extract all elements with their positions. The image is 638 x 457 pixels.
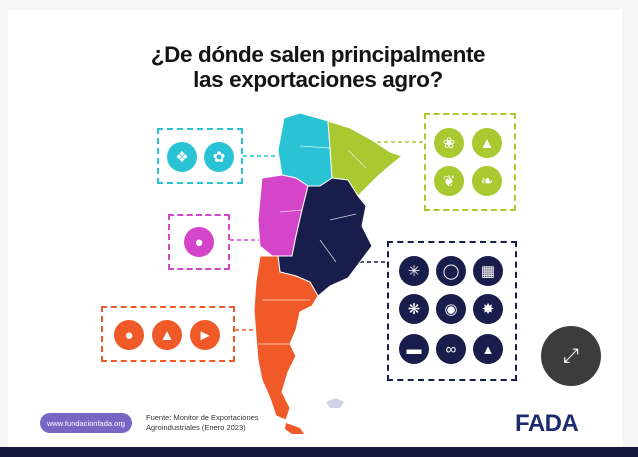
leaf-icon: ❀ <box>434 128 464 158</box>
region-center <box>277 177 373 297</box>
title-line-1: ¿De dónde salen principalmente <box>150 42 486 67</box>
cuyo-products-box <box>168 214 230 270</box>
northeast-products-box <box>424 113 516 211</box>
corn-icon: ▦ <box>473 256 503 286</box>
fish-icon: ► <box>190 320 220 350</box>
tea-leaf-icon: ❧ <box>472 166 502 196</box>
grapes-icon: ● <box>184 227 214 257</box>
region-patagonia <box>253 255 319 421</box>
source-line-2: Agroindustriales (Enero 2023) <box>146 422 246 432</box>
sunflower-icon: ✳ <box>399 256 429 286</box>
cotton-icon: ✿ <box>204 142 234 172</box>
tobacco-leaf-icon: ❦ <box>434 166 464 196</box>
wheat-icon: ❋ <box>399 294 429 324</box>
page-title: ¿De dónde salen principalmente las expor… <box>108 42 528 92</box>
title-line-2: las exportaciones agro? <box>193 67 443 92</box>
soy-icon: ◯ <box>436 256 466 286</box>
lemon-icon: ❖ <box>167 142 197 172</box>
peanut-icon: ∞ <box>436 334 466 364</box>
islands <box>326 398 344 408</box>
expand-button[interactable]: ⤢ <box>541 326 601 386</box>
cow-icon: ◉ <box>436 294 466 324</box>
trees-icon: ▲ <box>472 128 502 158</box>
source-line-1: Fuente: Monitor de Exportaciones <box>146 413 259 422</box>
chicken-icon: ▴ <box>473 334 503 364</box>
cattle-icon: ▬ <box>399 334 429 364</box>
apple-icon: ● <box>114 320 144 350</box>
pear-icon: ▲ <box>152 320 182 350</box>
center-products-box <box>387 241 517 381</box>
bottom-bar <box>0 447 638 457</box>
website-link[interactable]: www.fundacionfada.org <box>40 413 132 433</box>
region-northwest <box>277 112 333 187</box>
grain-icon: ✸ <box>473 294 503 324</box>
fada-logo: FADA <box>515 410 579 437</box>
patagonia-products-box <box>101 306 235 362</box>
northwest-products-box <box>157 128 243 184</box>
region-tierra-del-fuego <box>285 423 304 434</box>
source-note: Fuente: Monitor de Exportaciones Agroind… <box>146 413 296 432</box>
expand-arrows-icon: ⤢ <box>563 344 579 367</box>
